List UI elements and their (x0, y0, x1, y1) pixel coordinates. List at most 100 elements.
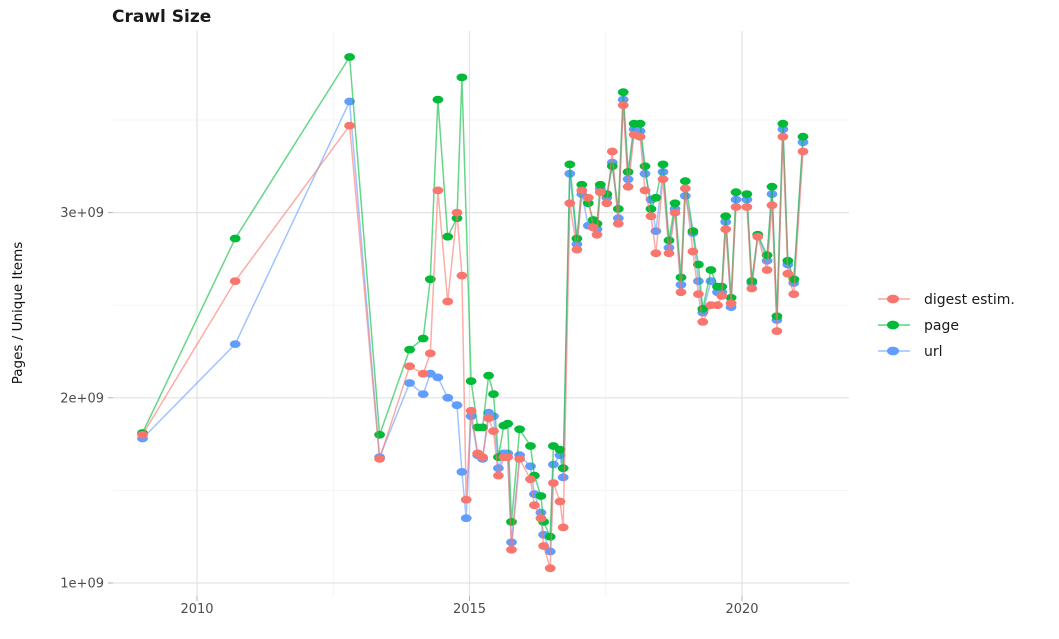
legend-label-url: url (924, 344, 943, 360)
page-data-point (720, 212, 732, 221)
digest-data-point (557, 523, 569, 532)
digest-data-point (544, 564, 556, 573)
digest-data-point (137, 430, 148, 439)
digest-data-point (761, 266, 773, 274)
legend-label-page: page (924, 318, 959, 334)
page-data-point (693, 260, 704, 269)
page-data-point (777, 119, 789, 128)
page-data-point (761, 251, 773, 260)
page-data-point (788, 275, 800, 284)
url-legend-dot (887, 346, 899, 356)
digest-data-point (606, 147, 618, 156)
page-data-point (639, 162, 651, 171)
digest-data-point (730, 203, 742, 211)
url-data-point (460, 514, 472, 523)
page-data-point (634, 119, 646, 128)
digest-data-point (639, 186, 651, 195)
y-tick-label-2e09: 2e+09 (60, 391, 104, 406)
legend-item-digest: digest estim. (878, 292, 1015, 308)
digest-data-point (488, 427, 499, 435)
page-data-point (502, 419, 514, 428)
page-data-point (617, 88, 629, 97)
x-tick-label-2020: 2020 (725, 602, 758, 617)
digest-data-point (442, 297, 454, 306)
digest-data-point (720, 225, 732, 234)
url-data-point (442, 393, 454, 402)
url-data-point (229, 340, 241, 348)
page-line (141, 56, 804, 538)
page-data-point (687, 227, 699, 236)
digest-data-point (525, 475, 536, 484)
digest-data-point (404, 362, 415, 371)
url-data-point (451, 401, 463, 410)
digest-data-point (766, 201, 778, 210)
digest-data-point (697, 318, 709, 326)
digest-data-point (752, 232, 764, 241)
digest-data-point (432, 186, 444, 195)
page-data-point (477, 423, 488, 432)
digest-data-point (344, 121, 355, 130)
y-axis-title: Pages / Unique Items (10, 242, 26, 385)
x-tick-label-2010: 2010 (180, 602, 213, 617)
digest-data-point (657, 175, 669, 184)
page-data-point (606, 162, 618, 171)
page-data-point (741, 190, 753, 199)
digest-data-point (645, 212, 657, 221)
y-tick-label-3e09: 3e+09 (60, 206, 104, 221)
digest-data-point (622, 182, 634, 191)
series-page (137, 53, 809, 541)
page-data-point (456, 73, 468, 82)
digest-data-point (554, 497, 566, 506)
digest-data-point (650, 249, 662, 258)
digest-data-point (477, 453, 488, 461)
digest-data-point (538, 542, 549, 550)
digest-data-point (746, 284, 758, 293)
grid-lines (113, 31, 849, 596)
digest-data-point (663, 249, 675, 258)
digest-data-point (617, 101, 629, 110)
page-data-point (344, 53, 355, 61)
digest-data-point (788, 290, 800, 298)
digest-data-point (576, 186, 588, 195)
digest-data-point (374, 455, 385, 463)
page-data-point (669, 199, 681, 208)
digest-data-point (601, 199, 613, 208)
digest-data-point (712, 301, 723, 310)
digest-data-point (465, 406, 477, 415)
digest-legend-dot (887, 294, 899, 304)
digest-data-point (529, 501, 540, 510)
page-data-point (766, 182, 778, 191)
digest-data-point (725, 299, 737, 308)
page-data-point (417, 334, 429, 343)
page-data-point (432, 95, 444, 104)
page-data-point (514, 425, 525, 434)
page-data-point (594, 180, 606, 189)
page-data-point (679, 177, 691, 186)
digest-data-point (564, 199, 576, 208)
digest-data-point (571, 245, 583, 254)
digest-data-point (451, 208, 463, 217)
legend-item-url: url (878, 344, 943, 360)
page-data-point (622, 168, 634, 176)
digest-data-point (594, 188, 606, 197)
digest-data-point (687, 247, 699, 256)
page-data-point (564, 160, 576, 169)
page-data-point (730, 188, 742, 197)
digest-data-point (514, 455, 525, 463)
digest-data-point (460, 495, 472, 504)
digest-data-point (771, 327, 783, 335)
digest-data-point (548, 479, 559, 487)
digest-data-point (741, 203, 753, 211)
page-data-point (797, 132, 809, 141)
page-data-point (582, 199, 594, 208)
page-data-point (506, 518, 517, 526)
page-data-point (374, 430, 385, 439)
digest-data-point (456, 271, 468, 280)
page-data-point (544, 532, 556, 541)
digest-data-point (591, 230, 603, 239)
chart-title: Crawl Size (112, 7, 211, 27)
page-legend-dot (887, 320, 899, 330)
series-digest (137, 101, 809, 573)
page-data-point (525, 442, 536, 450)
